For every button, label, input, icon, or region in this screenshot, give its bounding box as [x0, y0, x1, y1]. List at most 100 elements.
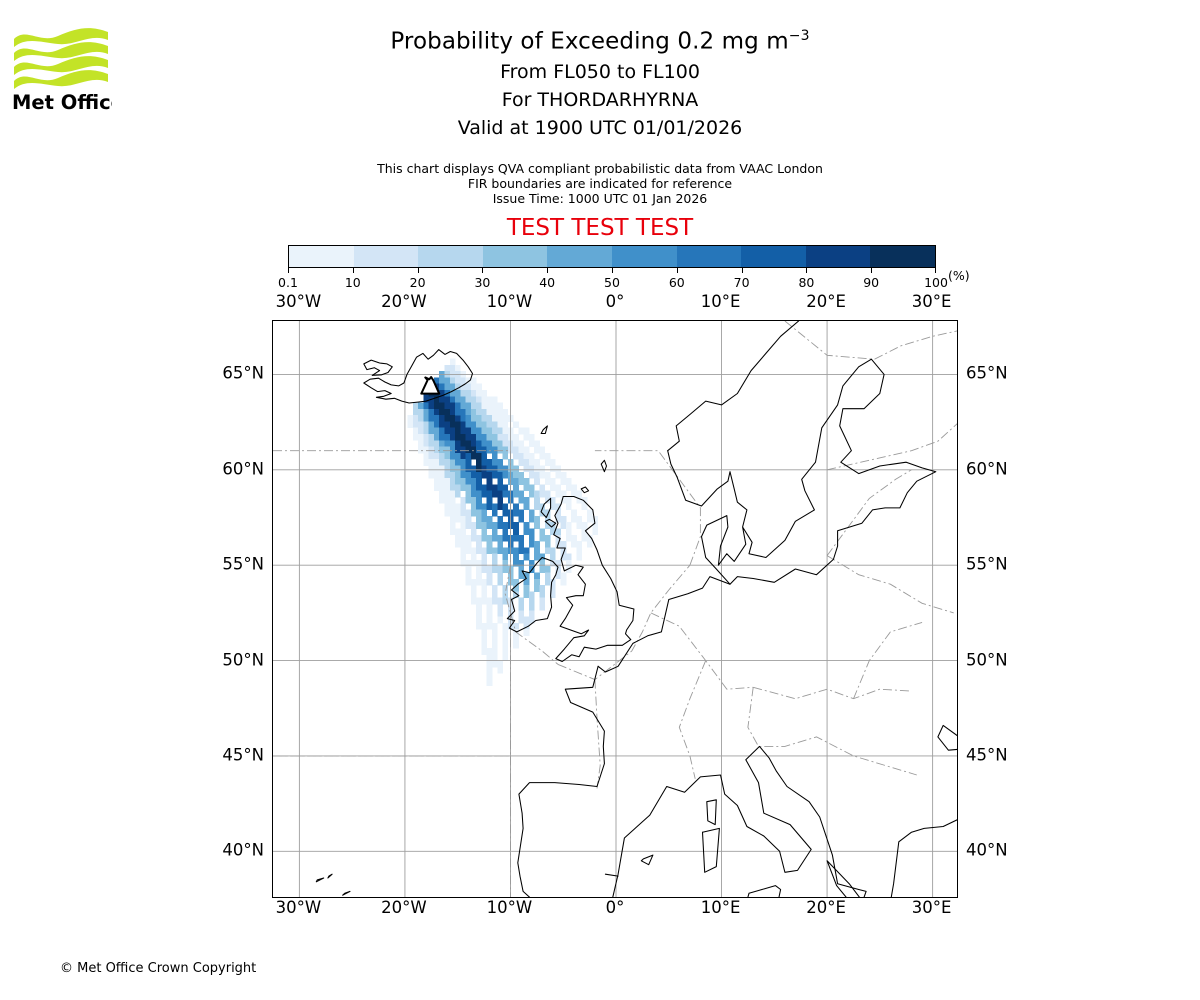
plume-cell [523, 465, 530, 473]
plume-cell [581, 496, 588, 504]
plume-cell [555, 465, 561, 473]
plume-cell [497, 478, 503, 485]
plume-cell [491, 629, 498, 636]
coastlines [315, 321, 957, 897]
plume-cell [555, 559, 561, 567]
plume-cell [576, 496, 583, 504]
logo-wave-2 [14, 42, 108, 61]
plume-cell [528, 452, 535, 460]
plume-cell [428, 446, 435, 454]
plume-cell [423, 421, 430, 429]
plume-cell [449, 377, 456, 385]
colorbar-label-40: 40 [539, 275, 556, 290]
plume-cell [486, 603, 493, 611]
plume-cell [544, 547, 551, 555]
plume-cell [465, 402, 472, 410]
plume-cell [539, 585, 546, 592]
plume-cell [502, 585, 509, 592]
fir-finland-boundary [827, 423, 957, 471]
plume-cell [586, 541, 593, 548]
plume-cell [491, 503, 498, 510]
plume-cell [528, 509, 535, 517]
plume-cell [476, 566, 482, 573]
plume-cell [518, 559, 525, 567]
plume-cell [491, 484, 498, 492]
plume-cell [534, 578, 540, 586]
plume-cell [470, 553, 477, 561]
plume-cell [460, 389, 467, 397]
plume-cell [455, 471, 461, 479]
plume-cell [470, 547, 477, 555]
plume-cell [502, 471, 509, 479]
plume-cell [502, 421, 509, 429]
coastline-shetland [600, 459, 608, 473]
lon-label-top--10: 10°W [486, 292, 533, 311]
plume-cell [518, 616, 525, 624]
colorbar-band-10 [870, 246, 935, 267]
plume-cell [592, 515, 598, 523]
plume-cell [534, 459, 540, 466]
colorbar-label-60: 60 [668, 275, 685, 290]
plume-cell [476, 572, 482, 580]
plume-cell [455, 396, 461, 403]
plume-cell [560, 578, 567, 586]
plume-cell [518, 459, 525, 466]
plume-cell [470, 522, 477, 529]
plume-cell [560, 522, 567, 529]
plume-cell [444, 364, 451, 372]
plume-cell [497, 603, 503, 611]
plume-cell [449, 446, 456, 454]
plume-cell [502, 408, 509, 416]
plume-cell [470, 421, 477, 429]
plume-cell [491, 465, 498, 473]
plume-cell [465, 440, 472, 448]
plume-cell [449, 415, 456, 422]
plume-cell [528, 471, 535, 479]
title-block: Probability of Exceeding 0.2 mg m−3 From… [0, 0, 1200, 241]
page-title-exponent: −3 [788, 28, 810, 44]
plume-cell [476, 440, 482, 448]
plume-cell [592, 522, 598, 529]
lat-label-left-40: 40°N [222, 840, 264, 860]
plume-cell [455, 459, 461, 466]
plume-cell [513, 559, 519, 567]
plume-cell [465, 408, 472, 416]
plume-cell [497, 465, 503, 473]
plume-cell [470, 591, 477, 599]
plume-cell [439, 452, 445, 460]
logo-wave-3 [14, 56, 108, 75]
plume-cell [502, 534, 509, 542]
map-plot-area[interactable] [272, 320, 958, 898]
plume-cell [465, 377, 472, 385]
plume-cell [465, 389, 472, 397]
plume-cell [449, 364, 456, 372]
plume-cell [550, 478, 556, 485]
lat-label-right-50: 50°N [966, 650, 1008, 670]
plume-cell [460, 522, 467, 529]
plume-cell [449, 440, 456, 448]
colorbar-tick-90 [871, 268, 873, 273]
plume-cell [449, 528, 456, 536]
plume-cell [523, 585, 530, 592]
plume-cell [439, 377, 445, 385]
plume-cell [586, 534, 593, 542]
plume-cell [481, 629, 488, 636]
plume-cell [560, 478, 567, 485]
plume-cell [439, 478, 445, 485]
lat-label-left-65: 65°N [222, 363, 264, 383]
plume-cell [528, 484, 535, 492]
plume-cell [433, 459, 440, 466]
plume-cell [586, 509, 593, 517]
plume-cell [544, 452, 551, 460]
plume-cell [497, 459, 503, 466]
plume-cell [460, 509, 467, 517]
plume-cell [439, 396, 445, 403]
colorbar-label-100: 100 [924, 275, 948, 290]
plume-cell [439, 402, 445, 410]
colorbar-tick-50 [612, 268, 613, 273]
plume-cell [470, 446, 477, 454]
logo-wave-4 [14, 70, 108, 89]
plume-cell [518, 572, 525, 580]
plume-cell [565, 534, 572, 542]
fir-france-west-boundary [594, 679, 601, 789]
